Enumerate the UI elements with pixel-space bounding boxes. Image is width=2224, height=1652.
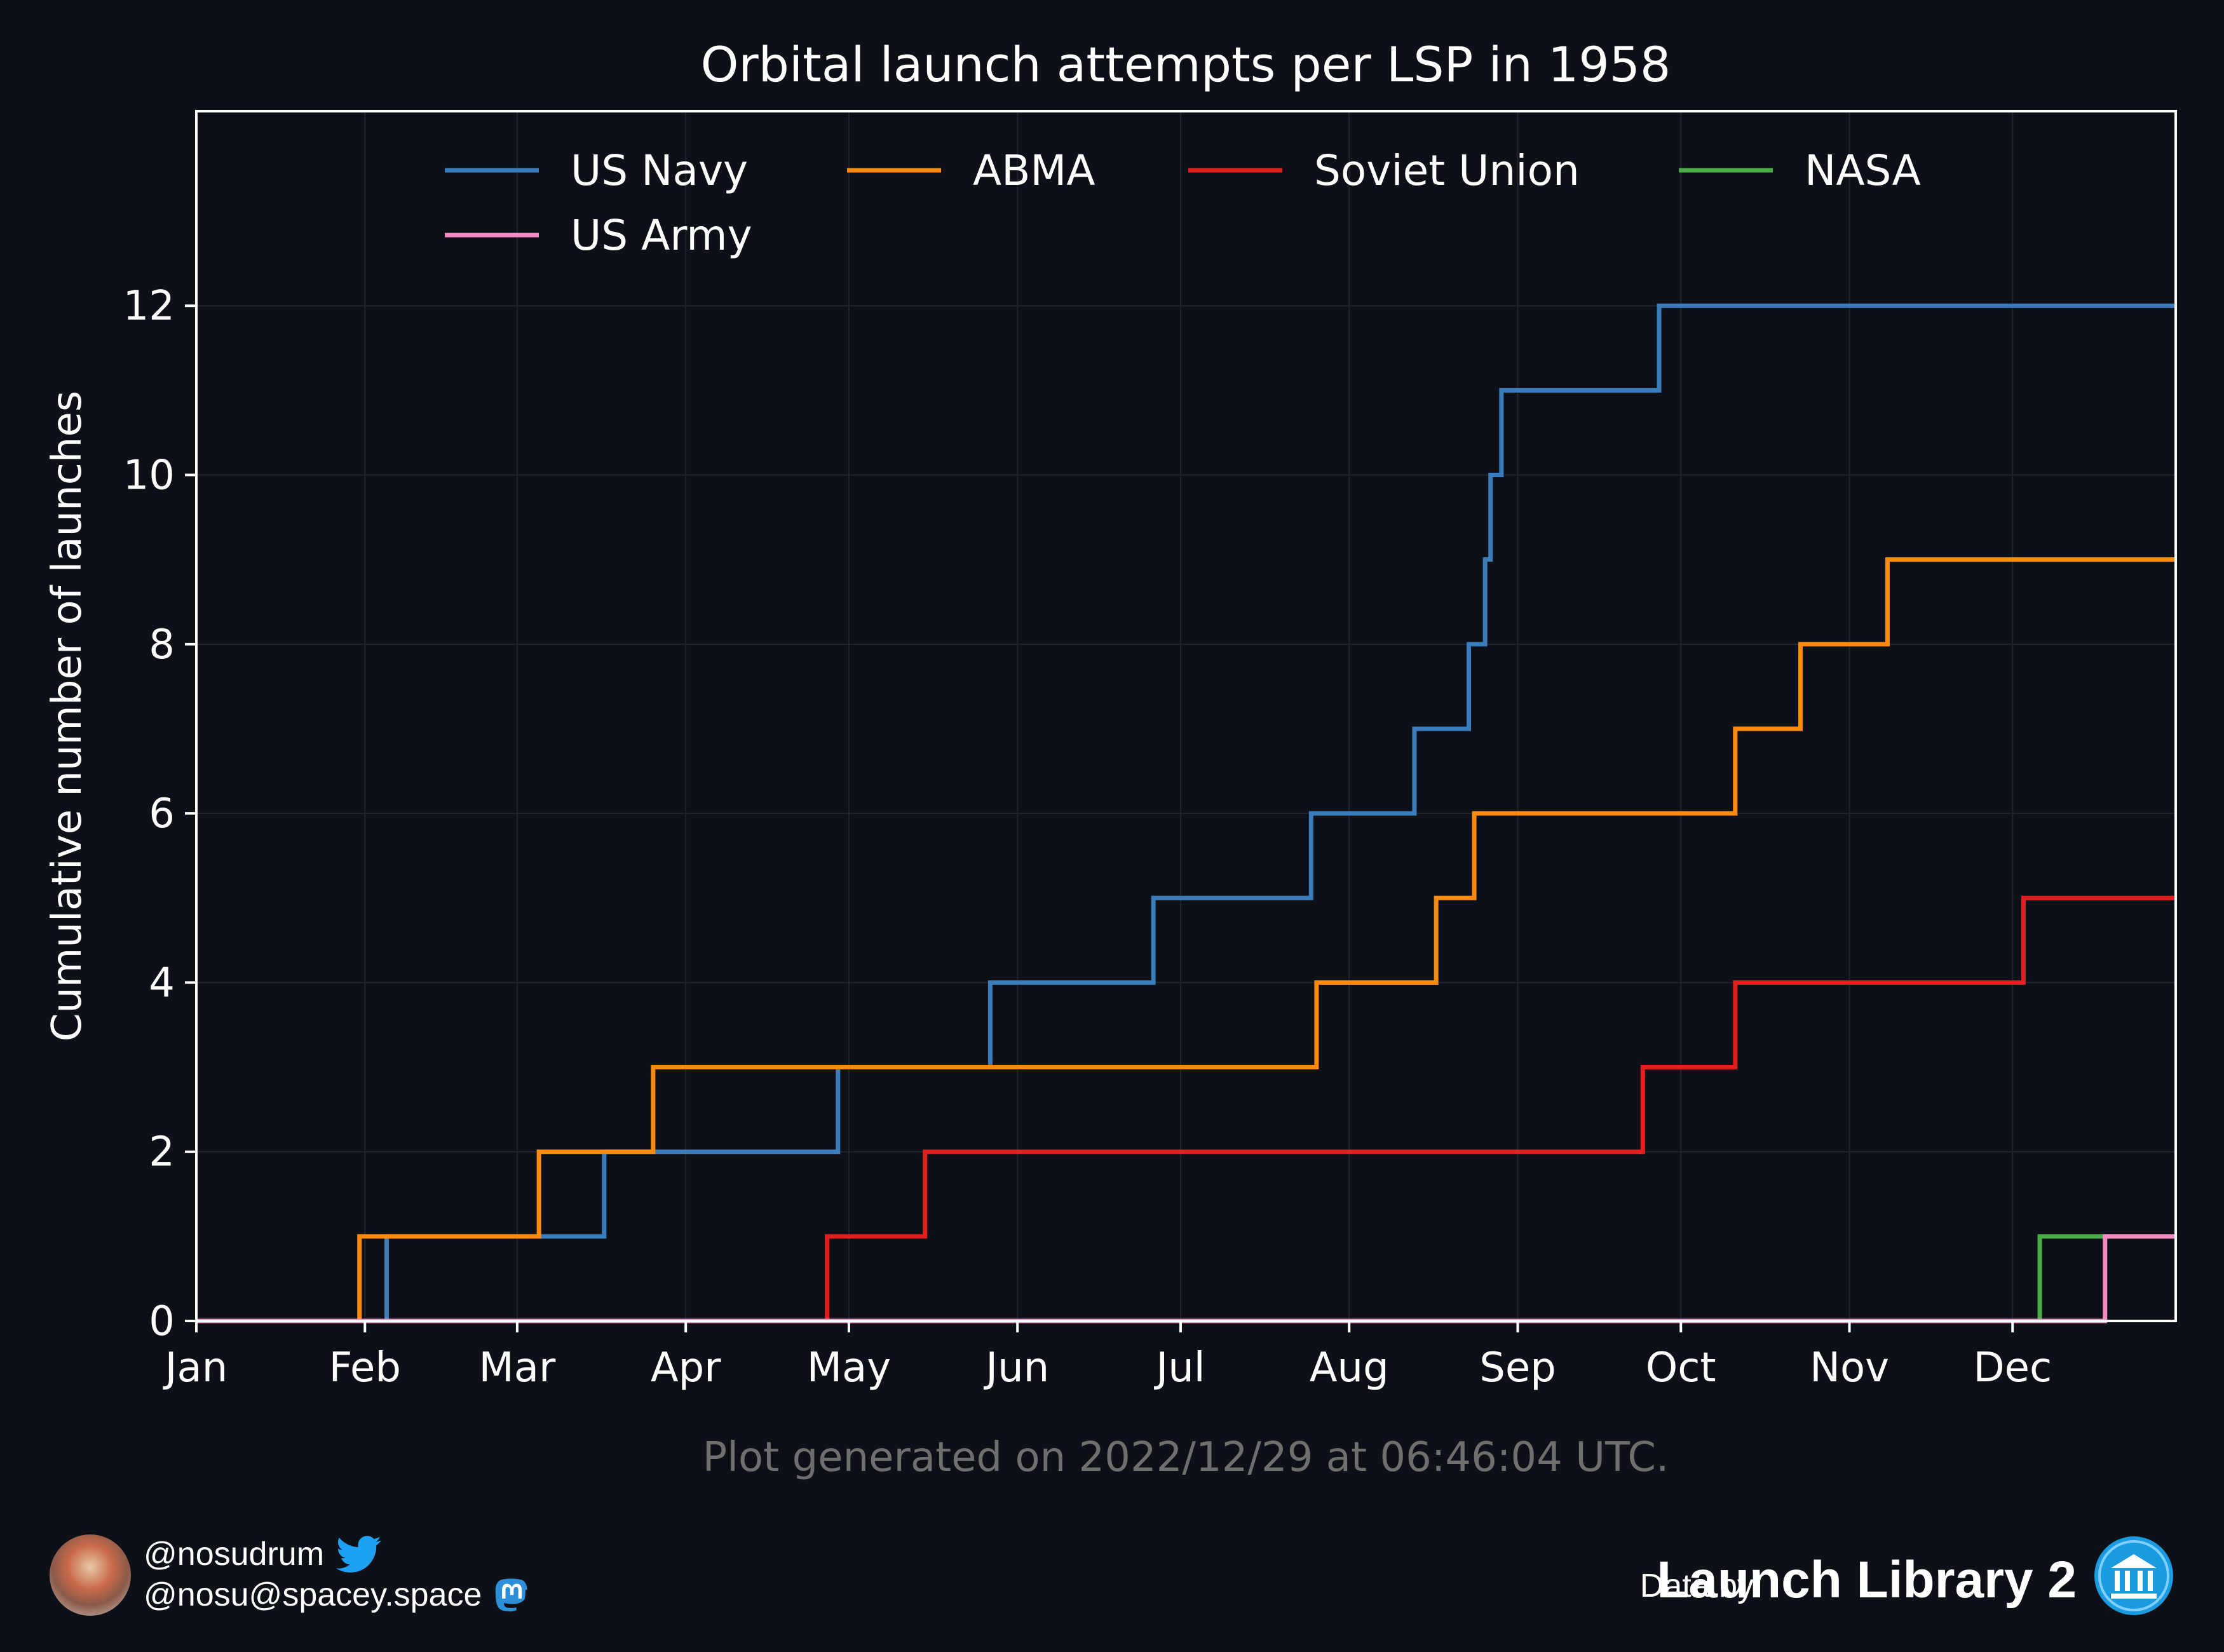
plot-frame [195, 110, 2177, 1322]
x-tick-label: May [807, 1344, 891, 1391]
plot-generated-note: Plot generated on 2022/12/29 at 06:46:04… [703, 1434, 1669, 1481]
y-tick-label: 10 [123, 452, 175, 499]
x-tick-label: Jan [163, 1344, 228, 1391]
legend-entry: Soviet Union [1314, 146, 1580, 195]
series-line-soviet-union [196, 895, 2176, 1324]
y-axis-label: Cumulative number of launches [44, 391, 91, 1041]
legend-entry: ABMA [973, 146, 1095, 195]
x-tick-label: Dec [1973, 1344, 2052, 1391]
y-tick-label: 6 [149, 790, 175, 837]
y-tick-label: 12 [123, 283, 175, 330]
series-line-us-army [196, 1234, 2176, 1324]
legend-entry: NASA [1805, 146, 1921, 195]
y-tick-label: 8 [149, 621, 175, 668]
grid-lines [196, 111, 2176, 1322]
x-axis-ticks: Jan Feb Mar Apr May Jun Jul Aug Sep Oct Nov Dec [163, 1321, 2052, 1391]
x-tick-label: Nov [1810, 1344, 1889, 1391]
y-axis-ticks: 0 2 4 6 8 10 12 [123, 283, 196, 1345]
x-tick-label: Jun [983, 1344, 1049, 1391]
x-tick-label: Feb [329, 1344, 401, 1391]
x-tick-label: Oct [1646, 1344, 1716, 1391]
legend-entry: US Army [571, 211, 752, 260]
legend-entry: US Navy [571, 146, 748, 195]
series-line-nasa [196, 1234, 2176, 1324]
y-tick-label: 0 [149, 1298, 175, 1345]
y-tick-label: 2 [149, 1129, 175, 1176]
series-line-abma [196, 557, 2176, 1324]
y-tick-label: 4 [149, 959, 175, 1006]
chart-title: Orbital launch attempts per LSP in 1958 [701, 36, 1671, 93]
x-tick-label: Aug [1310, 1344, 1389, 1391]
x-tick-label: Sep [1479, 1344, 1556, 1391]
x-tick-label: Apr [651, 1344, 721, 1391]
legend: US Navy ABMA Soviet Union NASA US Army [445, 146, 1921, 260]
x-tick-label: Jul [1153, 1344, 1205, 1391]
x-tick-label: Mar [479, 1344, 556, 1391]
